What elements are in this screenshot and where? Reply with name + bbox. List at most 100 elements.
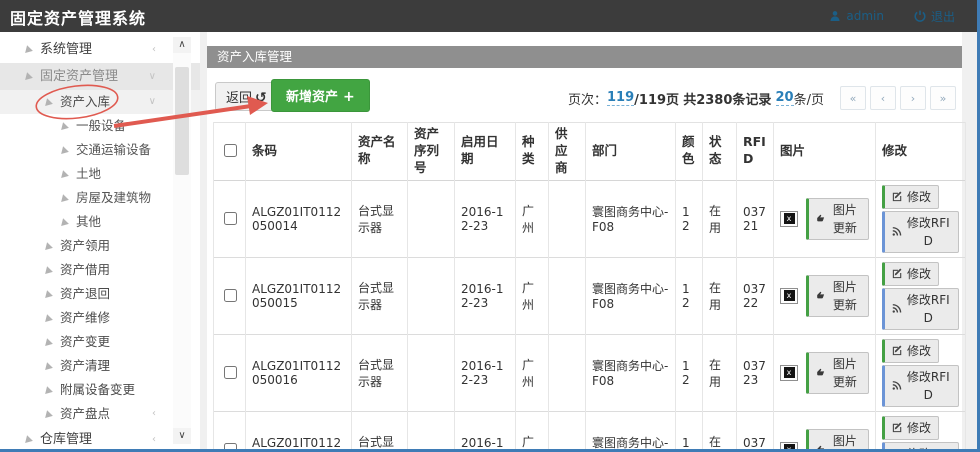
- sidebar-item-label: 土地: [76, 166, 102, 181]
- page-label: 页次：: [568, 92, 608, 108]
- pager-buttons: « ‹ › »: [836, 86, 956, 110]
- image-update-label: 图片更新: [832, 433, 857, 448]
- sidebar-item-label: 系统管理: [40, 42, 93, 57]
- user-menu[interactable]: admin: [829, 9, 884, 23]
- modify-rfid-button[interactable]: 修改RFID: [882, 441, 959, 449]
- image-update-button[interactable]: 图片更新: [806, 197, 869, 240]
- next-page-button[interactable]: ›: [900, 86, 926, 110]
- prev-page-button[interactable]: ‹: [870, 86, 896, 110]
- modify-rfid-button[interactable]: 修改RFID: [882, 210, 959, 253]
- sidebar-item-16[interactable]: 资产盘点 ‹: [0, 402, 200, 426]
- cell-barcode: ALGZ01IT0112050016: [245, 334, 352, 412]
- modify-button[interactable]: 修改: [882, 338, 940, 363]
- sidebar-item-7[interactable]: 房屋及建筑物: [0, 186, 200, 210]
- sidebar-scrollbar[interactable]: ∧ ∨: [173, 37, 191, 444]
- edit-icon: [892, 268, 902, 279]
- cell-status: 在用: [702, 180, 737, 258]
- page-size-link[interactable]: 20: [775, 90, 794, 106]
- nav-cursor-icon: [45, 313, 54, 324]
- cell-color: 12: [675, 334, 703, 412]
- edit-icon: [892, 191, 902, 202]
- row-checkbox[interactable]: [224, 366, 237, 380]
- scroll-up-icon[interactable]: ∧: [173, 37, 191, 53]
- sidebar-item-label: 资产清理: [60, 358, 111, 373]
- row-checkbox[interactable]: [224, 443, 237, 449]
- cell-image: x 图片更新: [773, 334, 876, 412]
- sidebar-item-label: 一般设备: [76, 118, 127, 133]
- scroll-down-icon[interactable]: ∨: [173, 428, 191, 444]
- nav-cursor-icon: [25, 71, 34, 82]
- select-all-cell: [213, 122, 246, 181]
- modify-label: 修改: [907, 420, 932, 435]
- sidebar-nav: 系统管理 ‹ 固定资产管理 ∨ 资产入库 ∨ 一般设备 交通运输设备 土地 房屋及建筑物 其他 资产领…: [0, 36, 200, 449]
- sidebar-item-14[interactable]: 资产清理: [0, 354, 200, 378]
- sidebar-item-11[interactable]: 资产退回: [0, 282, 200, 306]
- column-header: 启用日期: [454, 122, 516, 181]
- table-row: ALGZ01IT0112050017台式显示器 2016-12-23广州寰图商务中…: [213, 411, 966, 449]
- sidebar-item-13[interactable]: 资产变更: [0, 330, 200, 354]
- sidebar-item-12[interactable]: 资产维修: [0, 306, 200, 330]
- cell-rfid: 03723: [736, 334, 774, 412]
- scrollbar-thumb[interactable]: [175, 67, 189, 175]
- cell-modify: 修改修改RFID: [875, 257, 966, 335]
- nav-cursor-icon: [45, 265, 54, 276]
- row-checkbox[interactable]: [224, 289, 237, 303]
- cell-name: 台式显示器: [351, 257, 408, 335]
- current-page-link[interactable]: 119: [607, 90, 635, 106]
- cell-category: 广州: [515, 411, 549, 449]
- image-update-button[interactable]: 图片更新: [806, 274, 869, 317]
- sidebar-item-6[interactable]: 土地: [0, 162, 200, 186]
- modify-rfid-button[interactable]: 修改RFID: [882, 364, 959, 407]
- cell-modify: 修改修改RFID: [875, 180, 966, 258]
- cell-supplier: [548, 334, 586, 412]
- cell-name: 台式显示器: [351, 334, 408, 412]
- row-select-cell: [213, 411, 246, 449]
- first-page-button[interactable]: «: [840, 86, 866, 110]
- hand-left-icon: [817, 368, 825, 376]
- chevron-icon: ‹: [152, 434, 156, 445]
- sidebar-item-8[interactable]: 其他: [0, 210, 200, 234]
- sidebar-item-10[interactable]: 资产借用: [0, 258, 200, 282]
- select-all-checkbox[interactable]: [224, 143, 237, 157]
- last-page-button[interactable]: »: [930, 86, 956, 110]
- modify-button[interactable]: 修改: [882, 415, 940, 440]
- sidebar-item-5[interactable]: 交通运输设备: [0, 138, 200, 162]
- broken-image-icon: x: [780, 287, 798, 304]
- cell-status: 在用: [702, 334, 737, 412]
- row-checkbox[interactable]: [224, 212, 237, 226]
- image-update-button[interactable]: 图片更新: [806, 428, 869, 449]
- sidebar-item-label: 资产领用: [60, 238, 111, 253]
- column-header: 种类: [515, 122, 549, 181]
- sidebar-item-4[interactable]: 一般设备: [0, 114, 200, 138]
- sidebar-item-9[interactable]: 资产领用: [0, 234, 200, 258]
- sidebar-item-15[interactable]: 附属设备变更: [0, 378, 200, 402]
- sidebar-item-17[interactable]: 仓库管理 ‹: [0, 426, 200, 449]
- sidebar-item-3[interactable]: 资产入库 ∨: [0, 90, 200, 114]
- nav-cursor-icon: [25, 44, 34, 55]
- column-header: 条码: [245, 122, 352, 181]
- modify-button[interactable]: 修改: [882, 261, 940, 286]
- cell-date: 2016-12-23: [454, 411, 516, 449]
- sidebar-item-2[interactable]: 固定资产管理 ∨: [0, 63, 200, 90]
- column-header: RFID: [736, 122, 774, 181]
- nav-cursor-icon: [61, 217, 70, 228]
- cell-name: 台式显示器: [351, 411, 408, 449]
- logout-link[interactable]: 退出: [914, 8, 955, 25]
- cell-department: 寰图商务中心-F08: [585, 180, 676, 258]
- modify-button[interactable]: 修改: [882, 184, 940, 209]
- sidebar-item-1[interactable]: 系统管理 ‹: [0, 36, 200, 63]
- sidebar-item-label: 仓库管理: [40, 432, 93, 447]
- cell-status: 在用: [702, 257, 737, 335]
- modify-rfid-button[interactable]: 修改RFID: [882, 287, 959, 330]
- edit-icon: [892, 422, 902, 433]
- cell-image: x 图片更新: [773, 180, 876, 258]
- cell-barcode: ALGZ01IT0112050014: [245, 180, 352, 258]
- modify-rfid-label: 修改RFID: [906, 215, 950, 248]
- cell-category: 广州: [515, 180, 549, 258]
- table-row: ALGZ01IT0112050016 台式显示器 2016-12-23 广州 寰图商务中…: [213, 334, 966, 412]
- image-update-button[interactable]: 图片更新: [806, 351, 869, 394]
- add-asset-button[interactable]: 新增资产 +: [271, 79, 370, 112]
- back-button[interactable]: 返回 ↺: [215, 82, 278, 111]
